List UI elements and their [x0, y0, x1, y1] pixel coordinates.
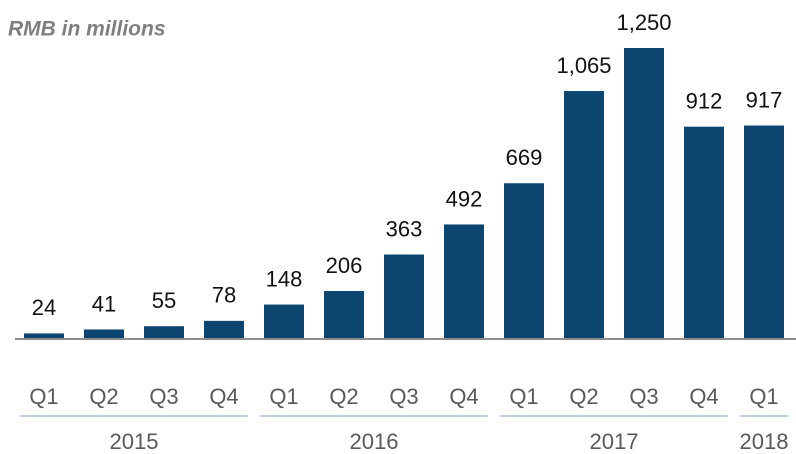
- value-label: 41: [92, 291, 116, 316]
- x-tick-label: Q1: [29, 384, 58, 409]
- x-tick-label: Q4: [449, 384, 478, 409]
- group-label: 2015: [110, 429, 159, 454]
- value-label: 917: [746, 87, 783, 112]
- bar: [24, 333, 64, 339]
- value-label: 24: [32, 295, 56, 320]
- x-tick-label: Q4: [209, 384, 238, 409]
- value-label: 55: [152, 288, 176, 313]
- x-tick-label: Q1: [269, 384, 298, 409]
- bar: [624, 48, 664, 339]
- x-tick-label: Q1: [749, 384, 778, 409]
- bar: [324, 291, 364, 339]
- value-label: 1,250: [616, 10, 671, 35]
- x-tick-label: Q3: [149, 384, 178, 409]
- value-label: 206: [326, 253, 363, 278]
- x-tick-label: Q1: [509, 384, 538, 409]
- bar: [504, 183, 544, 339]
- value-label: 78: [212, 283, 236, 308]
- group-label: 2017: [590, 429, 639, 454]
- x-tick-label: Q3: [389, 384, 418, 409]
- value-label: 492: [446, 186, 483, 211]
- bar: [384, 254, 424, 339]
- value-label: 669: [506, 145, 543, 170]
- group-label: 2016: [350, 429, 399, 454]
- value-label: 912: [686, 88, 723, 113]
- value-label: 1,065: [556, 53, 611, 78]
- bar: [744, 125, 784, 339]
- x-tick-label: Q2: [329, 384, 358, 409]
- bar: [264, 304, 304, 339]
- x-tick-label: Q2: [89, 384, 118, 409]
- bar: [204, 320, 244, 339]
- chart-subtitle: RMB in millions: [8, 18, 166, 41]
- bar: [144, 326, 184, 339]
- bar: [564, 91, 604, 340]
- x-tick-label: Q2: [569, 384, 598, 409]
- x-tick-label: Q3: [629, 384, 658, 409]
- value-label: 363: [386, 216, 423, 241]
- bar: [84, 329, 124, 339]
- value-label: 148: [266, 266, 303, 291]
- bar: [444, 224, 484, 339]
- bar: [684, 126, 724, 339]
- x-tick-label: Q4: [689, 384, 718, 409]
- group-label: 2018: [740, 429, 789, 454]
